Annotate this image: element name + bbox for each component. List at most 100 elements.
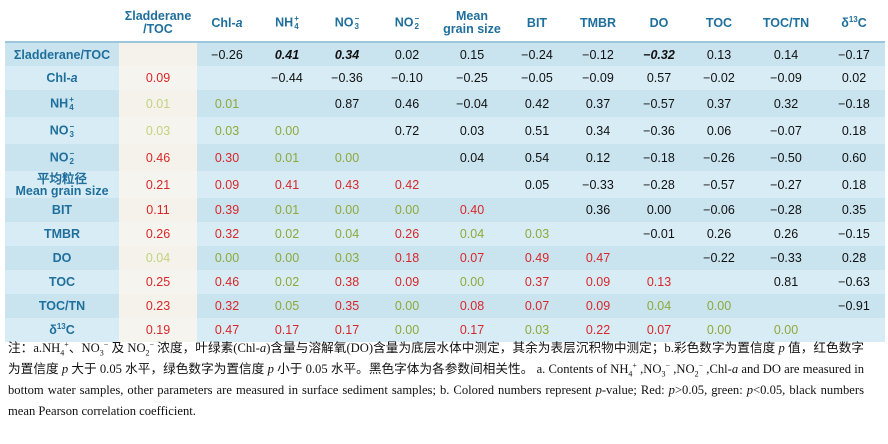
table-cell: 0.04: [459, 227, 485, 241]
table-cell: 0.87: [334, 96, 360, 111]
table-cell: [749, 294, 823, 318]
row-header: TMBR: [43, 227, 81, 241]
table-cell: 0.54: [524, 150, 550, 165]
table-cell: −0.17: [838, 47, 870, 62]
table-cell: −0.04: [456, 96, 488, 111]
table-cell: 0.07: [459, 251, 485, 265]
table-cell: 0.02: [394, 47, 420, 62]
table-cell: 0.18: [841, 123, 867, 138]
table-cell: 0.17: [459, 323, 485, 337]
col-header-delta13c: δ13C: [823, 5, 885, 43]
table-cell: [317, 117, 377, 144]
table-cell: 0.32: [214, 227, 240, 241]
table-cell: 0.00: [394, 323, 420, 337]
table-cell: 0.12: [585, 150, 611, 165]
table-cell: 0.15: [459, 47, 485, 62]
table-cell: −0.63: [838, 275, 870, 289]
table-row: NO −2 0.46 0.30 0.01 0.00 0.04 0.54 0.12 −0.18 −0.…: [5, 144, 885, 171]
table-cell: 0.00: [394, 299, 420, 313]
table-cell: 0.09: [214, 177, 240, 192]
col-header-chl-a: Chl-a: [197, 5, 257, 43]
table-cell: 0.05: [524, 177, 550, 192]
correlation-table-panel: Σladderane/TOC Chl-a NH +4 NO −3 NO −2 Mean…: [5, 5, 885, 342]
col-header-nh4: NH +4: [257, 5, 317, 43]
col-header-toc: TOC: [689, 5, 749, 43]
col-header-mean-grain-size: Mean grain size: [437, 5, 507, 43]
table-cell: 0.32: [773, 96, 799, 111]
table-cell: −0.18: [838, 96, 870, 111]
col-header-no3: NO −3: [317, 5, 377, 43]
table-cell: −0.36: [643, 123, 675, 138]
table-cell: 0.41: [274, 47, 300, 62]
table-cell: 0.00: [214, 251, 240, 265]
table-cell: 0.01: [274, 203, 300, 217]
table-cell: 0.46: [214, 275, 240, 289]
row-header: δ13C: [49, 321, 75, 337]
table-cell: 0.32: [214, 299, 240, 313]
row-header: DO: [52, 251, 72, 265]
table-cell: 0.42: [394, 177, 420, 192]
table-cell: 0.04: [646, 299, 672, 313]
row-header: BIT: [51, 203, 73, 217]
table-cell: 0.30: [214, 150, 240, 165]
table-cell: −0.44: [271, 71, 303, 85]
table-cell: −0.57: [703, 177, 735, 192]
table-row: Σladderane/TOC −0.26 0.41 0.34 0.02 0.15 −0.24…: [5, 42, 885, 66]
table-cell: 0.03: [334, 251, 360, 265]
table-cell: −0.09: [582, 71, 614, 85]
table-cell: −0.26: [703, 150, 735, 165]
table-row: NH +4 0.01 0.01 0.87 0.46 −0.04 0.42 0.37 −0.57 0.…: [5, 90, 885, 117]
table-cell: 0.00: [334, 203, 360, 217]
row-header: NH +4: [50, 94, 74, 112]
table-cell: −0.12: [582, 47, 614, 62]
row-header: Chl-a: [46, 71, 78, 85]
table-cell: 0.02: [841, 71, 867, 85]
note-english: a. Contents of NH4+ ,NO3− ,NO2− ,Chl-a a…: [8, 360, 864, 418]
table-cell: 0.26: [706, 227, 732, 241]
table-cell: 0.00: [459, 275, 485, 289]
table-row: Chl-a 0.09 −0.44 −0.36 −0.10 −0.25 −0.05 −0.09 0…: [5, 66, 885, 90]
table-cell: 0.34: [334, 47, 360, 62]
table-cell: 0.18: [394, 251, 420, 265]
table-cell: 0.36: [585, 203, 611, 217]
table-cell: 0.00: [773, 323, 799, 337]
table-cell: −0.50: [770, 150, 802, 165]
table-cell: 0.01: [274, 150, 300, 165]
table-cell: 0.01: [214, 96, 240, 111]
table-row: DO 0.04 0.00 0.00 0.03 0.18 0.07 0.49 0.47 −0.22 −…: [5, 246, 885, 270]
table-cell: 0.51: [524, 123, 550, 138]
table-cell: 0.35: [334, 299, 360, 313]
note-chinese: 注：a.NH4+、NO3− 及 NO2− 浓度，叶绿素(Chl-a)含量与溶解氧…: [8, 339, 864, 376]
table-cell: 0.02: [274, 275, 300, 289]
table-cell: −0.09: [770, 71, 802, 85]
table-cell: 0.08: [459, 299, 485, 313]
col-header-ladderane-toc: Σladderane/TOC: [119, 5, 197, 43]
header-row: Σladderane/TOC Chl-a NH +4 NO −3 NO −2 Mean…: [5, 5, 885, 43]
table-row: δ13C 0.19 0.47 0.17 0.17 0.00 0.17 0.03 0.22 0.07…: [5, 318, 885, 342]
table-cell: 0.46: [394, 96, 420, 111]
table-cell: −0.10: [391, 71, 423, 85]
table-cell: 0.47: [214, 323, 240, 337]
table-cell: [197, 66, 257, 90]
table-cell: 0.37: [706, 96, 732, 111]
table-cell: 0.03: [119, 117, 197, 144]
row-header: TOC/TN: [38, 299, 86, 313]
table-cell: 0.39: [214, 203, 240, 217]
table-row: TMBR 0.26 0.32 0.02 0.04 0.26 0.04 0.03 −0.01 0.2…: [5, 222, 885, 246]
table-cell: 0.00: [274, 123, 300, 138]
correlation-table: Σladderane/TOC Chl-a NH +4 NO −3 NO −2 Mean…: [5, 5, 885, 342]
table-cell: 0.00: [646, 203, 672, 217]
table-footnote: 注：a.NH4+、NO3− 及 NO2− 浓度，叶绿素(Chl-a)含量与溶解氧…: [8, 338, 864, 422]
table-cell: 0.28: [841, 251, 867, 265]
table-cell: 0.09: [394, 275, 420, 289]
table-cell: 0.41: [274, 177, 300, 192]
table-cell: 0.47: [585, 251, 611, 265]
table-row: TOC 0.25 0.46 0.02 0.38 0.09 0.00 0.37 0.09 0.13 0…: [5, 270, 885, 294]
table-cell: 0.42: [524, 96, 550, 111]
table-cell: 0.07: [524, 299, 550, 313]
table-cell: 0.09: [119, 66, 197, 90]
table-cell: 0.37: [585, 96, 611, 111]
table-cell: 0.01: [119, 90, 197, 117]
table-cell: 0.03: [214, 123, 240, 138]
table-cell: [119, 42, 197, 66]
